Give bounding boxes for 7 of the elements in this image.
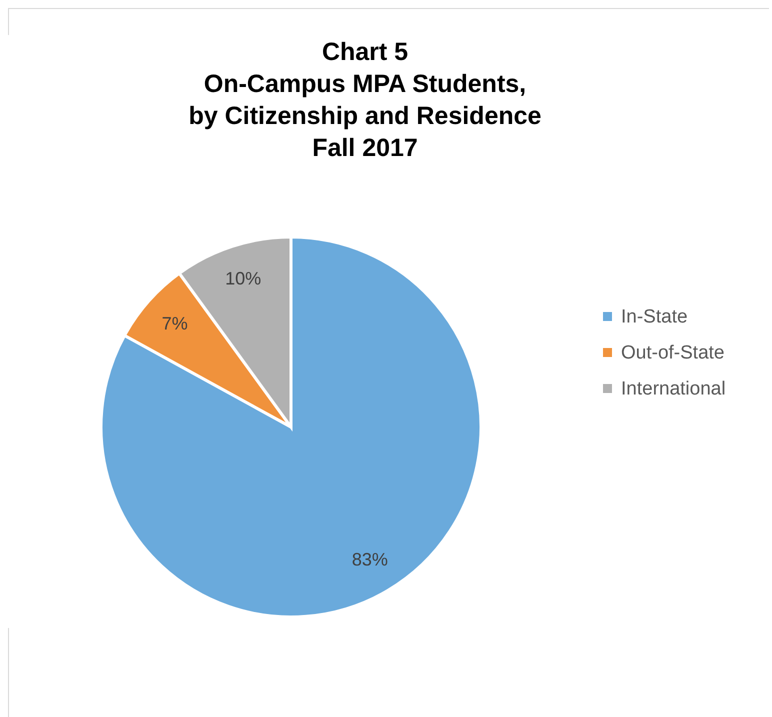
legend-label: In-State [621, 306, 688, 328]
data-label: 83% [352, 549, 388, 570]
data-label: 7% [162, 313, 188, 334]
chart-title: Chart 5 On-Campus MPA Students, by Citizenship and Residence Fall 2017 [188, 38, 542, 162]
legend-label: Out-of-State [621, 342, 724, 364]
data-label: 10% [225, 268, 262, 289]
legend-label: International [621, 378, 726, 400]
